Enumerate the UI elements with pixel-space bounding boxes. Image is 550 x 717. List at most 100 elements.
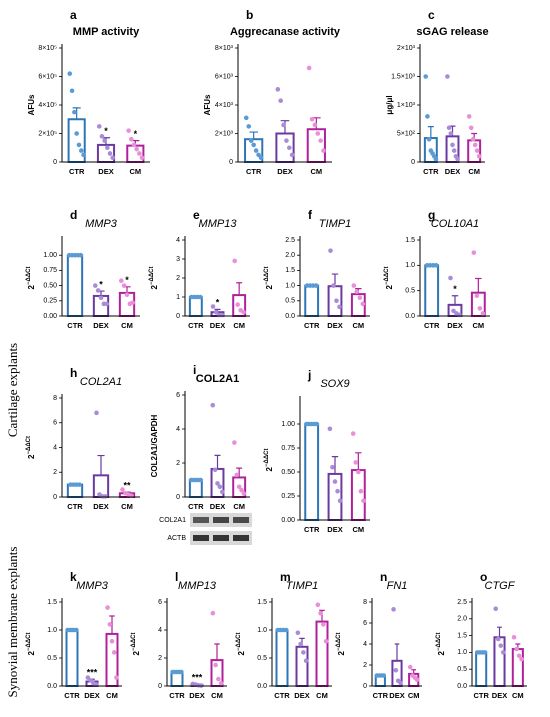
error-bar bbox=[331, 456, 339, 474]
y-tick-label: 8×10³ bbox=[215, 45, 234, 52]
data-point bbox=[393, 667, 399, 673]
significance: * bbox=[104, 126, 108, 136]
y-axis-label-base: 2 bbox=[385, 284, 394, 289]
bar bbox=[65, 629, 79, 687]
data-point bbox=[360, 301, 366, 307]
y-tick-label: 4 bbox=[363, 641, 367, 648]
y-axis-label-base: 2 bbox=[265, 466, 274, 471]
data-point bbox=[77, 482, 82, 487]
bar bbox=[66, 254, 84, 317]
data-point bbox=[303, 658, 309, 664]
y-axis-label: 2−ΔΔCt bbox=[131, 633, 142, 656]
axes bbox=[299, 236, 370, 317]
y-tick-label: 2.0 bbox=[457, 616, 467, 623]
panel-letter: e bbox=[193, 208, 200, 222]
data-point bbox=[337, 304, 342, 310]
y-tick-label: 1.5 bbox=[457, 632, 467, 639]
y-tick-label: 0.00 bbox=[43, 313, 57, 320]
data-point bbox=[124, 292, 130, 298]
y-tick-label: 2 bbox=[53, 469, 57, 476]
panel-title: COL10A1 bbox=[431, 218, 479, 230]
axes bbox=[299, 396, 370, 521]
y-tick-label: 2 bbox=[176, 460, 180, 467]
panel-title: TIMP1 bbox=[319, 218, 351, 230]
data-point bbox=[350, 431, 356, 436]
y-tick-label: 6 bbox=[176, 392, 180, 399]
data-point bbox=[213, 309, 219, 315]
blot-label: ACTB bbox=[167, 535, 186, 542]
y-tick-label: 0 bbox=[229, 159, 233, 166]
data-point bbox=[104, 301, 110, 307]
axes bbox=[166, 598, 227, 687]
y-axis-label: AFUs bbox=[203, 94, 212, 115]
error-bar bbox=[236, 467, 243, 478]
y-tick-label: 4 bbox=[158, 627, 162, 634]
data-point bbox=[131, 142, 137, 148]
y-tick-label: 1.5 bbox=[405, 237, 415, 244]
panel-letter: n bbox=[380, 570, 387, 584]
y-tick-label: 0.75 bbox=[281, 445, 295, 452]
y-tick-label: 0 bbox=[411, 159, 415, 166]
y-axis-label: 2−ΔΔCt bbox=[384, 267, 395, 290]
y-axis-label: COL2A1/GAPDH bbox=[150, 414, 159, 477]
data-point bbox=[251, 142, 256, 148]
data-point bbox=[78, 148, 84, 153]
data-point bbox=[301, 650, 306, 655]
data-point bbox=[451, 308, 456, 314]
data-point bbox=[495, 636, 501, 642]
y-tick-label: 8 bbox=[53, 395, 57, 402]
y-tick-label: 1.00 bbox=[281, 421, 295, 428]
data-point bbox=[103, 494, 108, 499]
panel-title: CTGF bbox=[485, 580, 516, 592]
y-axis-label: 2−ΔΔCt bbox=[264, 449, 275, 472]
x-tick-label: CTR bbox=[188, 502, 204, 511]
data-point bbox=[234, 472, 240, 478]
data-point bbox=[198, 294, 203, 300]
y-tick-label: 1.0 bbox=[47, 627, 57, 634]
side-label: Cartilage explants bbox=[5, 343, 20, 437]
data-point bbox=[284, 138, 289, 143]
y-axis-label-base: 2 bbox=[27, 454, 36, 459]
axes bbox=[371, 598, 422, 687]
error-bar bbox=[236, 282, 243, 296]
axes bbox=[61, 236, 140, 317]
data-point bbox=[321, 148, 326, 153]
data-point bbox=[212, 467, 218, 473]
data-point bbox=[407, 664, 413, 670]
data-point bbox=[318, 138, 323, 143]
y-axis-label-sup: −ΔΔCt bbox=[26, 436, 32, 454]
panel-letter: j bbox=[307, 368, 311, 382]
data-point bbox=[455, 156, 460, 162]
data-point bbox=[95, 288, 101, 293]
y-tick-label: 0.0 bbox=[47, 683, 57, 690]
y-axis-label-sup: −ΔΔCt bbox=[236, 633, 242, 651]
axes bbox=[61, 598, 122, 687]
y-axis-label-sup: −ΔΔCt bbox=[436, 633, 442, 651]
data-point bbox=[433, 156, 439, 162]
data-point bbox=[446, 125, 452, 131]
error-bar bbox=[394, 643, 400, 661]
panel-title: MMP13 bbox=[199, 218, 238, 230]
y-tick-label: 1 bbox=[176, 294, 180, 301]
y-tick-label: 1.00 bbox=[43, 252, 57, 259]
data-point bbox=[275, 87, 281, 92]
y-tick-label: 8×10⁵ bbox=[38, 45, 57, 52]
data-point bbox=[327, 426, 333, 432]
significance: *** bbox=[87, 668, 98, 678]
x-tick-label: CM bbox=[129, 167, 141, 176]
data-point bbox=[74, 627, 79, 633]
data-point bbox=[398, 680, 403, 686]
error-bar bbox=[496, 626, 503, 638]
data-point bbox=[69, 88, 75, 94]
data-point bbox=[253, 148, 259, 153]
blot-band bbox=[233, 517, 249, 523]
y-tick-label: 0.0 bbox=[257, 683, 267, 690]
data-point bbox=[130, 300, 136, 305]
data-point bbox=[315, 602, 321, 608]
error-bar bbox=[214, 454, 221, 469]
panel-letter: i bbox=[193, 363, 196, 377]
y-axis-label-sup: −ΔΔCt bbox=[26, 267, 32, 285]
panel-letter: l bbox=[175, 570, 178, 584]
panel-title: FN1 bbox=[387, 580, 408, 592]
y-tick-label: 0.5 bbox=[47, 655, 57, 662]
